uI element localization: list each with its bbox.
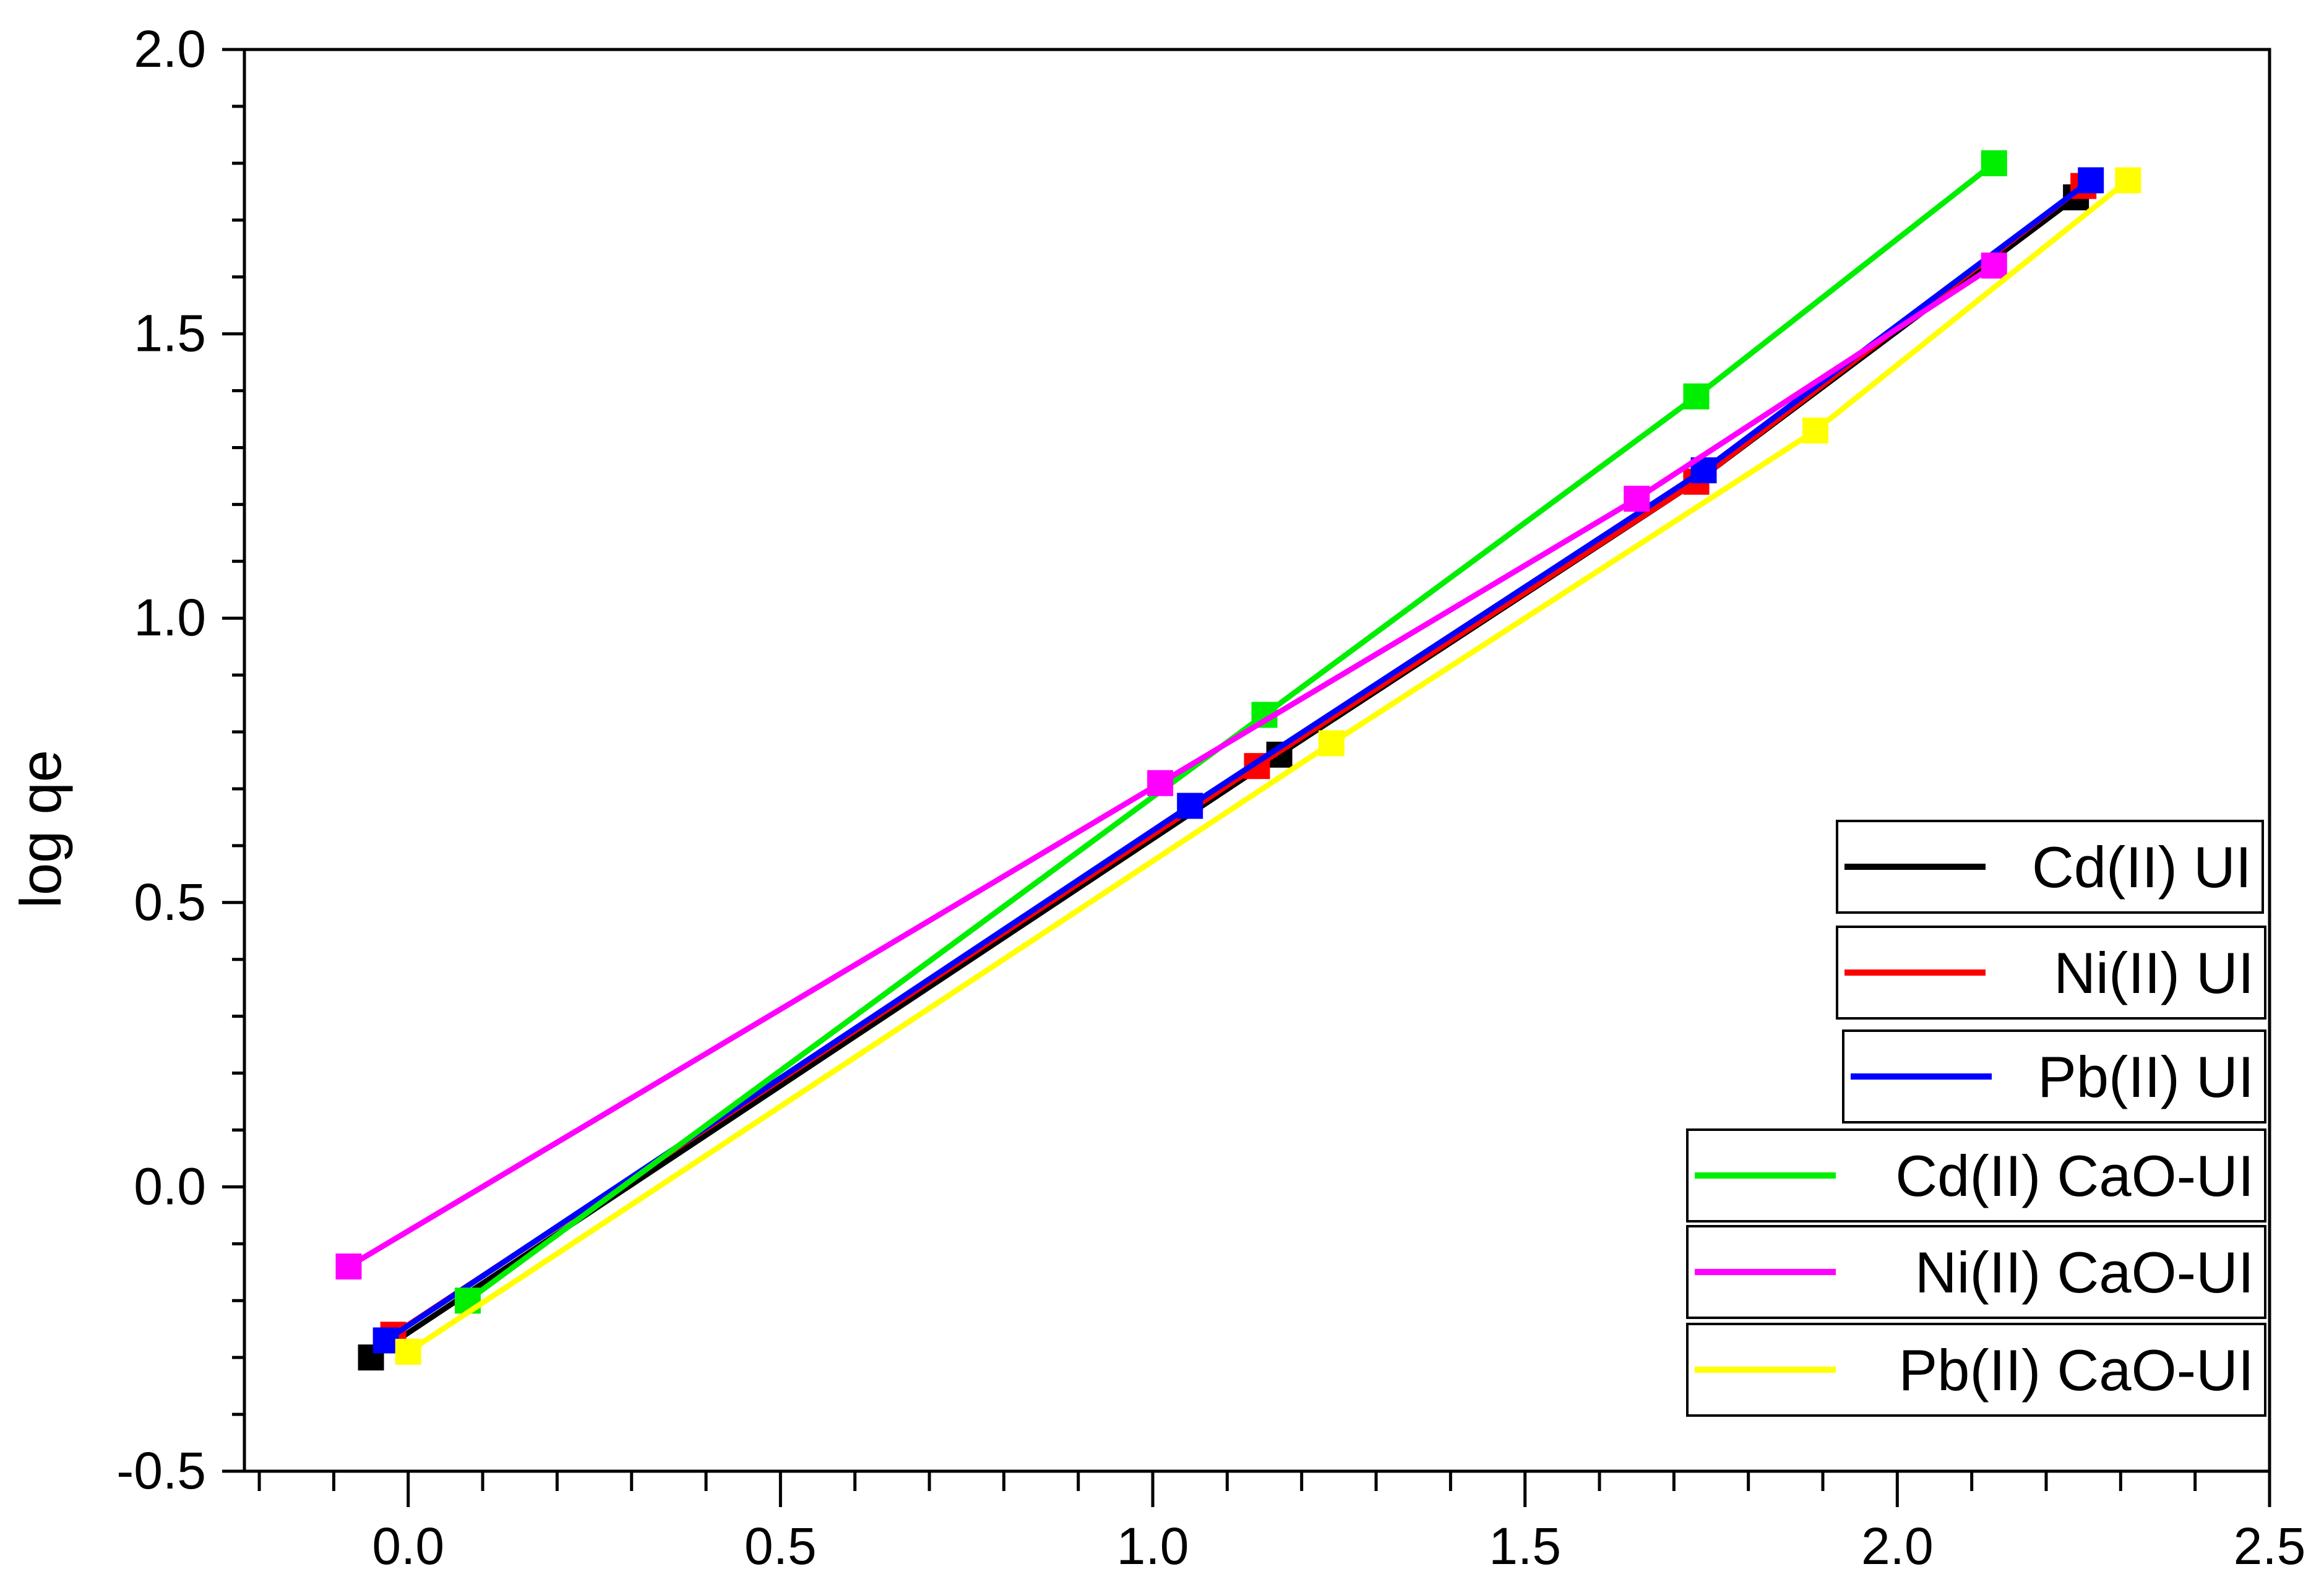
legend-entry: Cd(II) CaO-UI [1686, 1128, 2266, 1223]
legend-entry: Ni(II) UI [1836, 926, 2266, 1020]
x-tick-label: 0.0 [372, 1517, 444, 1575]
y-tick-label: 2.0 [134, 20, 206, 78]
y-axis-title: log qe [8, 750, 73, 908]
legend-entry: Ni(II) CaO-UI [1686, 1225, 2266, 1319]
legend: Cd(II) UI Ni(II) UI Pb(II) UI Cd(II) CaO-UI… [1686, 820, 2266, 1417]
data-point [1147, 770, 1174, 796]
legend-entry: Pb(II) CaO-UI [1686, 1323, 2266, 1417]
data-point [1624, 486, 1650, 512]
legend-label: Ni(II) UI [2054, 940, 2254, 1005]
data-point [2078, 167, 2104, 194]
legend-label: Pb(II) UI [2038, 1044, 2254, 1109]
x-tick-label: 2.5 [2234, 1517, 2306, 1575]
data-point [1981, 150, 2007, 176]
series-5 [335, 252, 2007, 1280]
x-tick-label: 0.5 [744, 1517, 817, 1575]
legend-entry: Pb(II) UI [1842, 1029, 2266, 1124]
y-tick-label: 0.5 [134, 873, 206, 931]
series-6 [395, 167, 2141, 1365]
plot-border [243, 48, 2271, 1473]
series-line [347, 263, 1996, 1269]
axes-layer: -0.5 0.0 0.5 1.0 1.5 2.0 0.0 0.5 1.0 1.5 2.0 2.5 [116, 20, 2305, 1575]
series-line [466, 161, 1996, 1303]
y-tick-label: 1.5 [134, 304, 206, 363]
x-tick-label: 1.0 [1117, 1517, 1189, 1575]
legend-label: Cd(II) CaO-UI [1895, 1143, 2254, 1208]
data-point [1981, 252, 2007, 279]
series-line [407, 178, 2130, 1354]
y-tick-label: -0.5 [116, 1442, 206, 1500]
series-line [384, 178, 2093, 1343]
y-tick-label: 0.0 [134, 1157, 206, 1215]
series-3 [372, 167, 2104, 1354]
plot-frame [243, 48, 2271, 1473]
series-layer [335, 150, 2141, 1371]
data-point [1177, 793, 1203, 819]
data-point [1802, 417, 1828, 444]
data-point [372, 1327, 399, 1354]
legend-label: Cd(II) UI [2032, 835, 2252, 900]
legend-label: Ni(II) CaO-UI [1915, 1240, 2254, 1305]
x-tick-label: 1.5 [1489, 1517, 1561, 1575]
data-point [1683, 383, 1710, 410]
legend-label: Pb(II) CaO-UI [1898, 1338, 2254, 1403]
data-point [395, 1338, 421, 1365]
legend-entry: Cd(II) UI [1836, 820, 2264, 914]
x-tick-label: 2.0 [1861, 1517, 1934, 1575]
data-point [335, 1253, 362, 1280]
data-point [2115, 167, 2141, 194]
y-tick-label: 1.0 [134, 588, 206, 647]
data-point [1318, 730, 1345, 757]
